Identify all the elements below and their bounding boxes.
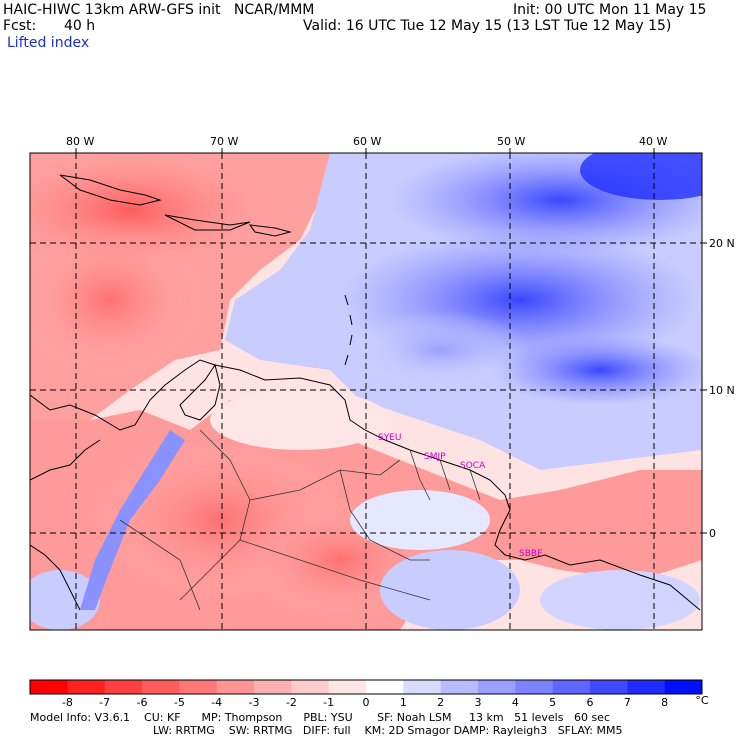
station-soca: SOCA <box>460 461 486 471</box>
lifted-index-field <box>30 153 702 630</box>
colorbar-swatch <box>142 680 180 694</box>
field-name: Lifted index <box>7 35 90 51</box>
colorbar-swatch <box>440 680 479 694</box>
colorbar-swatch <box>328 680 367 694</box>
colorbar-swatch <box>67 680 106 694</box>
forecast-label: Fcst: <box>3 18 37 34</box>
country-borders <box>119 429 481 611</box>
colorbar-swatch <box>515 680 554 694</box>
colorbar-swatch <box>216 680 255 694</box>
lon-label-60w: 60 W <box>353 135 381 148</box>
colorbar-swatch <box>403 680 442 694</box>
colorbar-tick-label: 8 <box>661 696 669 709</box>
valid-time: Valid: 16 UTC Tue 12 May 15 (13 LST Tue … <box>303 18 672 34</box>
colorbar-tick-label: -1 <box>323 696 335 709</box>
header-title: HAIC-HIWC 13km ARW-GFS init NCAR/MMM <box>3 2 315 18</box>
lon-label-50w: 50 W <box>497 135 525 148</box>
colorbar-tick-label: 0 <box>362 696 370 709</box>
colorbar-swatch <box>179 680 218 694</box>
model-info-line1: Model Info: V3.6.1 CU: KF MP: Thompson P… <box>30 711 610 724</box>
lat-label-0: 0 <box>709 527 716 540</box>
colorbar-tick-label: 6 <box>586 696 594 709</box>
colorbar-tick-label: 4 <box>511 696 519 709</box>
colorbar-tick-label: 2 <box>437 696 445 709</box>
colorbar-tick-label: 1 <box>399 696 407 709</box>
station-syeu: SYEU <box>378 433 401 443</box>
colorbar-tick-label: -7 <box>99 696 111 709</box>
coastlines <box>30 174 701 611</box>
colorbar-tick-label: 3 <box>474 696 482 709</box>
lat-label-10n: 10 N <box>709 384 735 397</box>
colorbar-unit: °C <box>695 694 709 707</box>
colorbar-tick-label: -8 <box>61 696 73 709</box>
colorbar-swatch <box>627 680 666 694</box>
colorbar-frame <box>29 679 703 695</box>
colorbar-tick-label: 5 <box>549 696 557 709</box>
colorbar-tick-label: -6 <box>136 696 148 709</box>
colorbar-swatch <box>291 680 330 694</box>
colorbar-tick-label: -3 <box>248 696 260 709</box>
colorbar-swatch <box>590 680 628 694</box>
station-smjp: SMJP <box>424 452 446 462</box>
model-info-line2: LW: RRTMG SW: RRTMG DIFF: full KM: 2D Sm… <box>153 724 623 737</box>
colorbar-swatch <box>254 680 292 694</box>
colorbar-tick-label: 7 <box>623 696 631 709</box>
station-sbbe: SBBE <box>519 549 543 559</box>
colorbar-swatch <box>478 680 516 694</box>
colorbar-swatch <box>104 680 143 694</box>
init-time: Init: 00 UTC Mon 11 May 15 <box>513 2 707 18</box>
colorbar-tick-label: -4 <box>211 696 223 709</box>
colorbar-tick-label: -5 <box>173 696 185 709</box>
lat-lon-grid <box>30 153 702 630</box>
colorbar-swatch <box>664 680 703 694</box>
colorbar-swatch <box>30 680 68 694</box>
colorbar-swatch <box>366 680 404 694</box>
colorbar-swatch <box>552 680 591 694</box>
colorbar <box>29 679 703 695</box>
forecast-hour: 40 h <box>64 18 96 34</box>
lat-label-20n: 20 N <box>709 237 735 250</box>
lon-label-40w: 40 W <box>639 135 667 148</box>
lon-label-70w: 70 W <box>210 135 238 148</box>
colorbar-tick-label: -2 <box>285 696 297 709</box>
lon-label-80w: 80 W <box>66 135 94 148</box>
